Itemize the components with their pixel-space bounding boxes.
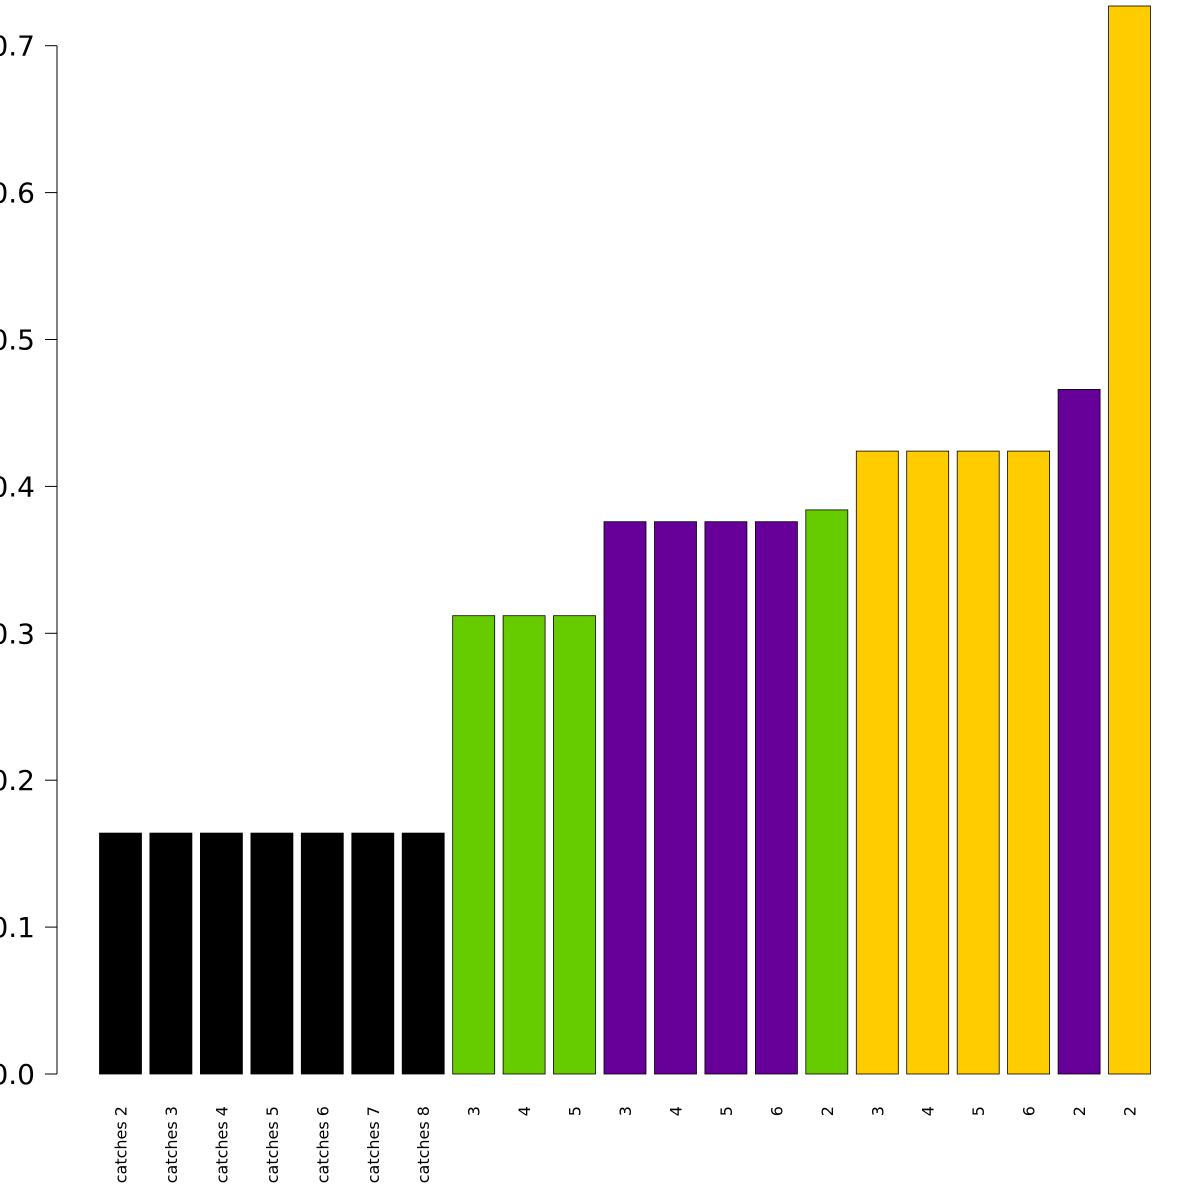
x-category-label: 6 — [1020, 1106, 1039, 1116]
bar — [199, 832, 243, 1075]
x-category-label: catches 8 — [414, 1106, 433, 1183]
y-axis: 0.0 0.1 0.2 0.3 0.4 0.5 0.6 0.7 — [0, 30, 58, 1091]
x-category-label: 5 — [566, 1106, 585, 1116]
x-category-label: 3 — [616, 1106, 635, 1116]
bar — [401, 832, 445, 1075]
bar — [1108, 5, 1151, 1075]
bar — [654, 521, 697, 1075]
x-category-label: 2 — [1121, 1106, 1140, 1116]
bar — [99, 832, 142, 1075]
x-category-label: 4 — [515, 1106, 534, 1116]
y-tick-label: 0.0 — [0, 1058, 35, 1091]
y-tick-label: 0.7 — [0, 30, 35, 63]
x-category-label: catches 2 — [112, 1106, 131, 1183]
x-category-label: 5 — [717, 1106, 736, 1116]
bar — [300, 832, 344, 1075]
x-category-label: 3 — [465, 1106, 484, 1116]
y-tick-label: 0.6 — [0, 177, 35, 210]
bar — [351, 832, 395, 1075]
bar — [603, 521, 647, 1075]
y-tick-label: 0.4 — [0, 470, 35, 503]
bar — [1057, 388, 1101, 1075]
x-category-label: catches 7 — [364, 1106, 383, 1183]
y-tick-label: 0.1 — [0, 911, 35, 944]
x-axis-labels: catches 2 catches 3 catches 4 catches 5 catc… — [112, 1106, 1140, 1183]
bar — [855, 450, 899, 1075]
x-category-label: 4 — [666, 1106, 685, 1116]
y-tick-label: 0.2 — [0, 764, 35, 797]
bar — [755, 521, 798, 1075]
x-category-label: 4 — [919, 1106, 938, 1116]
bar — [250, 832, 294, 1075]
bar — [1007, 450, 1050, 1075]
bar — [149, 832, 193, 1075]
x-category-label: catches 6 — [313, 1106, 332, 1183]
bars — [99, 5, 1151, 1075]
x-category-label: 2 — [818, 1106, 837, 1116]
bar — [956, 450, 1000, 1075]
bar — [805, 509, 849, 1075]
x-category-label: catches 4 — [212, 1106, 231, 1183]
y-tick-label: 0.5 — [0, 324, 35, 357]
bar — [553, 615, 596, 1075]
y-tick-label: 0.3 — [0, 617, 35, 650]
x-category-label: catches 3 — [162, 1106, 181, 1183]
x-category-label: 2 — [1070, 1106, 1089, 1116]
bar — [906, 450, 950, 1075]
bar — [704, 521, 748, 1075]
x-category-label: 5 — [969, 1106, 988, 1116]
bar — [502, 615, 546, 1075]
x-category-label: 3 — [868, 1106, 887, 1116]
x-category-label: 6 — [767, 1106, 786, 1116]
bar — [452, 615, 496, 1075]
x-category-label: catches 5 — [263, 1106, 282, 1183]
